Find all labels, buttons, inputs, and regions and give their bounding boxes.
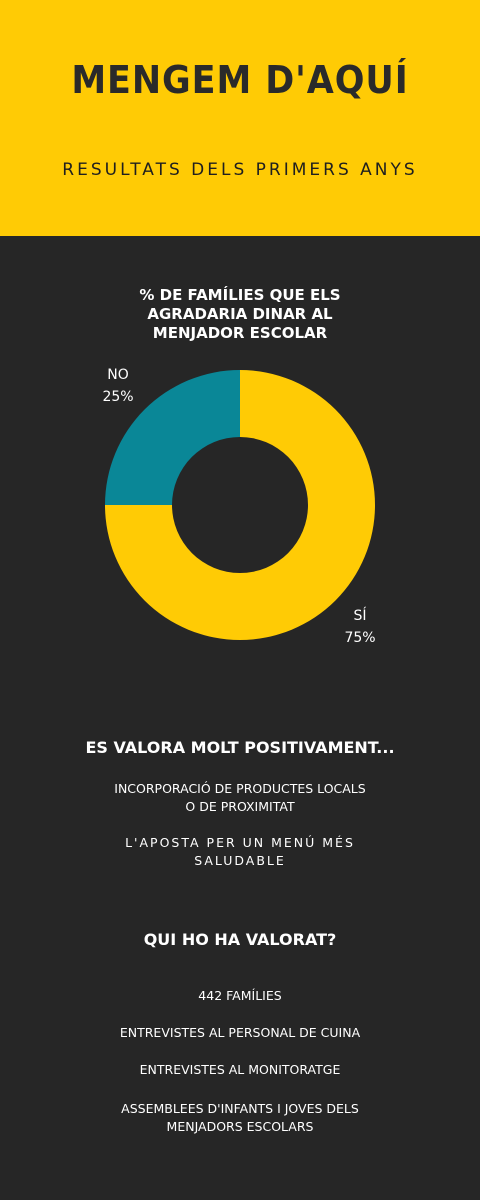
page-title: MENGEM D'AQUÍ — [71, 58, 409, 102]
slice-label-si-name: SÍ — [353, 608, 367, 624]
slice-si — [105, 370, 375, 640]
who-heading: QUI HO HA VALORAT? — [143, 930, 337, 949]
who-item-families: 442 FAMÍLIES — [198, 988, 282, 1003]
slice-label-si: SÍ 75% — [338, 605, 382, 649]
who-item-monitoring: ENTREVISTES AL MONITORATGE — [139, 1062, 341, 1077]
donut-chart — [105, 370, 375, 640]
valued-heading: ES VALORA MOLT POSITIVAMENT... — [85, 738, 395, 757]
chart-title: % DE FAMÍLIES QUE ELS AGRADARIA DINAR AL… — [139, 286, 341, 342]
valued-item-local: INCORPORACIÓ DE PRODUCTES LOCALS O DE PR… — [114, 781, 366, 814]
slice-label-no: NO 25% — [96, 364, 140, 408]
slice-no — [105, 370, 240, 505]
who-item-assemblies: ASSEMBLEES D'INFANTS I JOVES DELS MENJAD… — [121, 1101, 359, 1134]
slice-label-si-value: 75% — [344, 630, 376, 646]
who-item-kitchen-staff: ENTREVISTES AL PERSONAL DE CUINA — [119, 1025, 361, 1040]
page-subtitle: RESULTATS DELS PRIMERS ANYS — [62, 160, 418, 180]
slice-label-no-name: NO — [107, 367, 129, 383]
valued-item-healthy: L'APOSTA PER UN MENÚ MÉS SALUDABLE — [125, 835, 355, 868]
slice-label-no-value: 25% — [102, 389, 134, 405]
header-banner: MENGEM D'AQUÍ RESULTATS DELS PRIMERS ANY… — [0, 0, 480, 236]
